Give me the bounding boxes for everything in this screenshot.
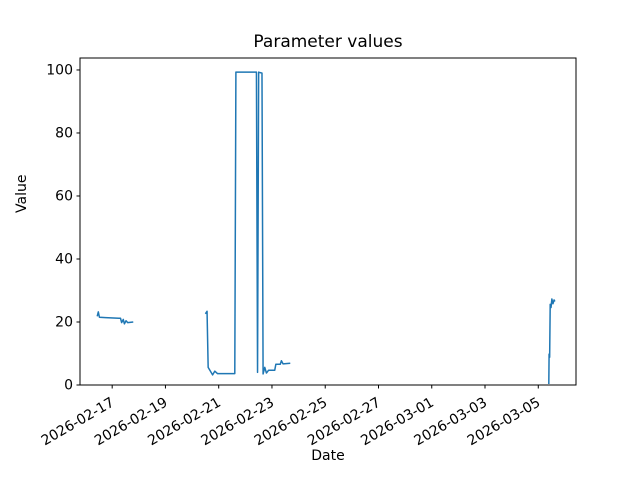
y-tick-label: 20 xyxy=(55,314,73,330)
x-axis-title: Date xyxy=(311,448,345,464)
y-tick-label: 80 xyxy=(55,125,73,141)
chart-title: Parameter values xyxy=(253,32,403,52)
y-tick-label: 100 xyxy=(46,62,73,78)
y-tick-label: 60 xyxy=(55,188,73,204)
y-tick-label: 0 xyxy=(64,378,73,394)
plot-border xyxy=(79,57,577,386)
data-line-parameter-values xyxy=(96,71,556,385)
y-tick-label: 40 xyxy=(55,251,73,267)
